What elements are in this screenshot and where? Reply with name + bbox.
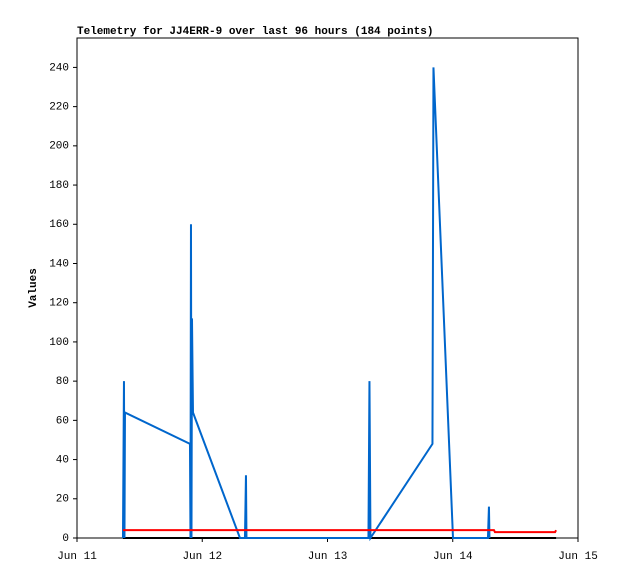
- series-line: [121, 67, 491, 542]
- y-tick-label: 160: [49, 219, 69, 231]
- y-tick-label: 220: [49, 102, 69, 114]
- x-tick-label: Jun 11: [57, 551, 97, 563]
- y-tick-label: 240: [49, 62, 69, 74]
- y-axis-label: Values: [28, 268, 40, 308]
- chart-title: Telemetry for JJ4ERR-9 over last 96 hour…: [77, 26, 433, 38]
- y-tick-label: 140: [49, 258, 69, 270]
- x-tick-label: Jun 14: [433, 551, 473, 563]
- x-tick-label: Jun 12: [182, 551, 222, 563]
- y-tick-label: 0: [62, 533, 69, 545]
- x-tick-label: Jun 15: [558, 551, 598, 563]
- series-line: [122, 529, 557, 534]
- x-tick-label: Jun 13: [308, 551, 348, 563]
- y-tick-label: 100: [49, 337, 69, 349]
- y-tick-label: 20: [56, 494, 69, 506]
- y-tick-label: 180: [49, 180, 69, 192]
- y-tick-label: 60: [56, 415, 69, 427]
- y-tick-label: 200: [49, 141, 69, 153]
- y-tick-label: 120: [49, 298, 69, 310]
- y-tick-label: 40: [56, 454, 69, 466]
- y-tick-label: 80: [56, 376, 69, 388]
